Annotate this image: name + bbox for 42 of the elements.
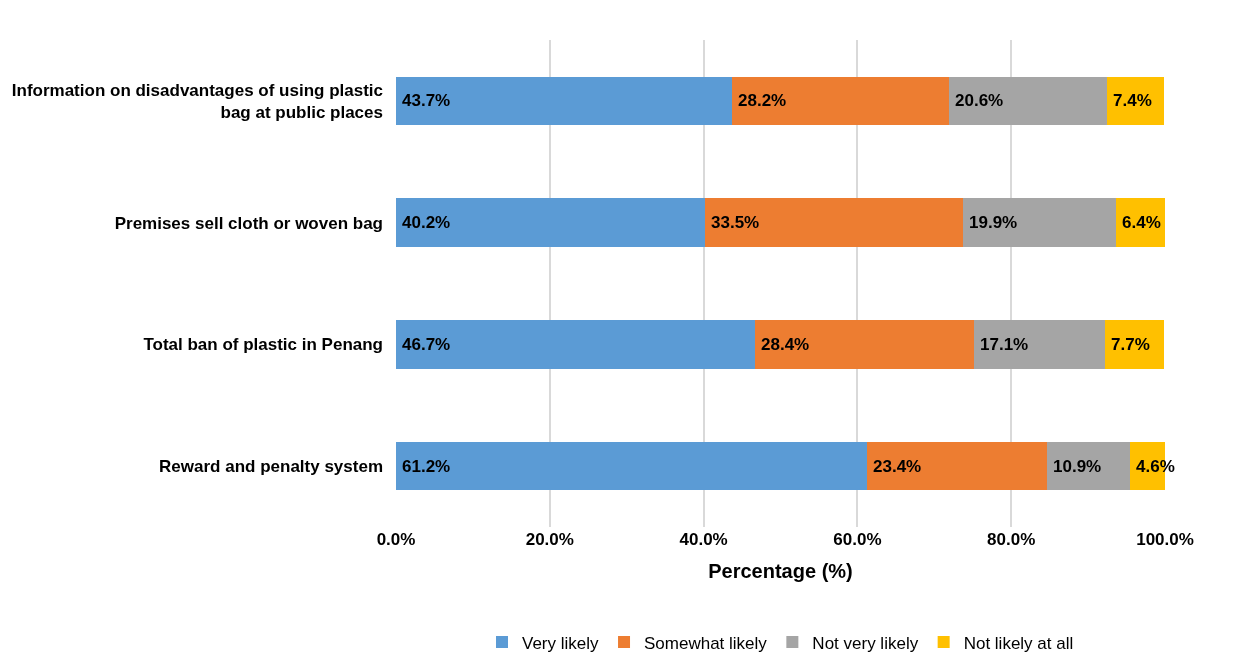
legend-label: Very likely bbox=[522, 633, 600, 653]
bar bbox=[705, 198, 963, 247]
x-tick-label: 60.0% bbox=[833, 530, 882, 549]
data-label: 28.4% bbox=[761, 335, 810, 354]
bar bbox=[396, 320, 756, 369]
data-label: 6.4% bbox=[1122, 213, 1161, 232]
x-tick-label: 80.0% bbox=[987, 530, 1036, 549]
y-tick-label: Total ban of plastic in Penang bbox=[143, 335, 383, 355]
bar bbox=[962, 198, 1116, 247]
data-label: 43.7% bbox=[402, 91, 451, 110]
bar bbox=[1105, 320, 1165, 369]
y-tick-label: Information on disadvantages of using plastic bag at public places bbox=[11, 80, 383, 122]
data-label: 7.7% bbox=[1111, 335, 1150, 354]
x-tick-label: 20.0% bbox=[525, 530, 574, 549]
legend-label: Somewhat likely bbox=[644, 633, 768, 653]
data-label: 19.9% bbox=[969, 213, 1018, 232]
x-axis-title: Percentage (%) bbox=[708, 559, 853, 582]
bar bbox=[396, 198, 706, 247]
x-tick-label: 40.0% bbox=[679, 530, 728, 549]
data-label: 17.1% bbox=[980, 335, 1029, 354]
data-label: 10.9% bbox=[1053, 457, 1102, 476]
legend-label: Not likely at all bbox=[963, 633, 1074, 653]
bar bbox=[396, 441, 867, 491]
bar bbox=[755, 320, 974, 369]
data-label: 33.5% bbox=[711, 213, 760, 232]
y-tick-label: Premises sell cloth or woven bag bbox=[114, 213, 383, 233]
bar bbox=[732, 76, 949, 126]
data-label: 7.4% bbox=[1113, 91, 1152, 110]
bar bbox=[973, 320, 1106, 369]
legend-label: Not very likely bbox=[812, 633, 919, 653]
bar bbox=[948, 76, 1108, 126]
x-tick-label: 0.0% bbox=[376, 530, 416, 549]
data-label: 61.2% bbox=[402, 457, 451, 476]
y-tick-label: Reward and penalty system bbox=[159, 457, 383, 477]
x-tick-label: 100.0% bbox=[1136, 530, 1194, 549]
bar bbox=[396, 76, 733, 126]
data-label: 23.4% bbox=[873, 457, 922, 476]
data-label: 40.2% bbox=[402, 213, 451, 232]
data-label: 28.2% bbox=[738, 91, 787, 110]
data-label: 46.7% bbox=[402, 335, 451, 354]
bar bbox=[866, 441, 1047, 491]
data-label: 20.6% bbox=[955, 91, 1004, 110]
